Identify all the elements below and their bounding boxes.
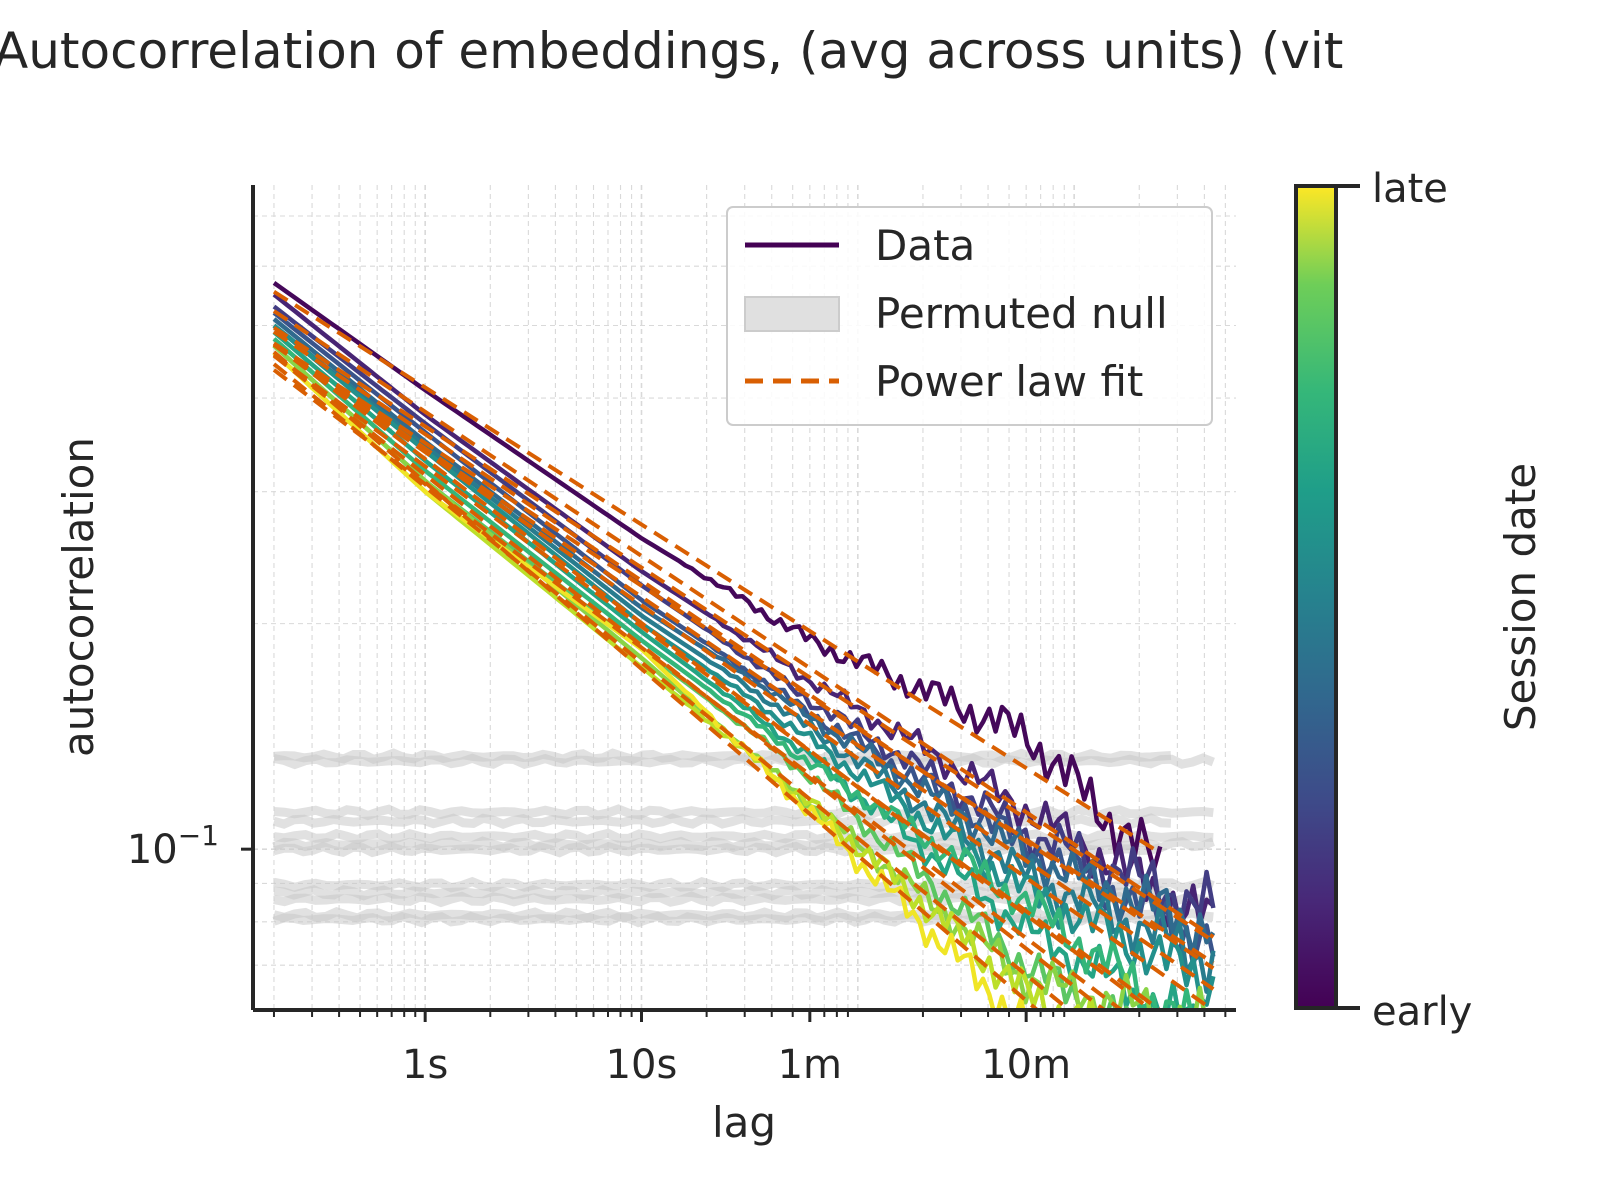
permuted-null-line — [273, 876, 1215, 893]
power-law-fit-line — [272, 341, 1215, 965]
x-tick-label: 10m — [981, 1042, 1071, 1088]
power-law-fit-line — [272, 350, 1041, 1010]
colorbar: late early Session date — [1294, 166, 1545, 1035]
x-tick-label: 1m — [778, 1042, 842, 1088]
power-law-fit-line — [272, 368, 1125, 1010]
power-law-fit-line — [272, 362, 1073, 1010]
colorbar-gradient — [1294, 184, 1338, 1010]
legend-box — [726, 206, 1213, 426]
colorbar-label: Session date — [1496, 463, 1545, 731]
legend-data-label: Data — [875, 221, 975, 270]
x-ticks: 1s 10s 1m 10m — [272, 1010, 1227, 1088]
x-tick-label: 1s — [402, 1042, 448, 1088]
data-line — [272, 292, 1215, 928]
power-law-fit-line — [272, 309, 1215, 939]
colorbar-late-label: late — [1372, 166, 1448, 212]
power-law-fit-lines — [272, 290, 1215, 1010]
legend-null-swatch — [744, 296, 840, 332]
power-law-fit-line — [272, 330, 1215, 970]
legend-fit-label: Power law fit — [875, 357, 1143, 406]
power-law-fit-line — [272, 343, 1215, 1010]
permuted-null-line — [273, 804, 1214, 821]
data-line — [272, 330, 1197, 1010]
y-axis-label: autocorrelation — [54, 437, 103, 757]
power-law-fit-line — [272, 325, 1215, 943]
power-law-fit-line — [272, 352, 1164, 1010]
data-line — [272, 350, 1097, 1010]
power-law-fit-line — [272, 343, 1215, 991]
permuted-null-line — [272, 841, 1162, 858]
legend-null-label: Permuted null — [875, 289, 1168, 338]
y-ticks: 10−1 — [127, 819, 253, 873]
colorbar-early-label: early — [1372, 989, 1472, 1035]
y-tick-label: 10−1 — [127, 819, 219, 873]
data-line — [272, 323, 1216, 1007]
chart-title: Autocorrelation of embeddings, (avg acro… — [0, 22, 1343, 80]
x-axis-label: lag — [712, 1098, 776, 1147]
x-tick-label: 10s — [606, 1042, 678, 1088]
data-line — [272, 337, 1193, 1010]
permuted-null-line — [273, 748, 1172, 765]
legend: Data Permuted null Power law fit — [726, 206, 1213, 426]
data-line — [272, 350, 1026, 1010]
